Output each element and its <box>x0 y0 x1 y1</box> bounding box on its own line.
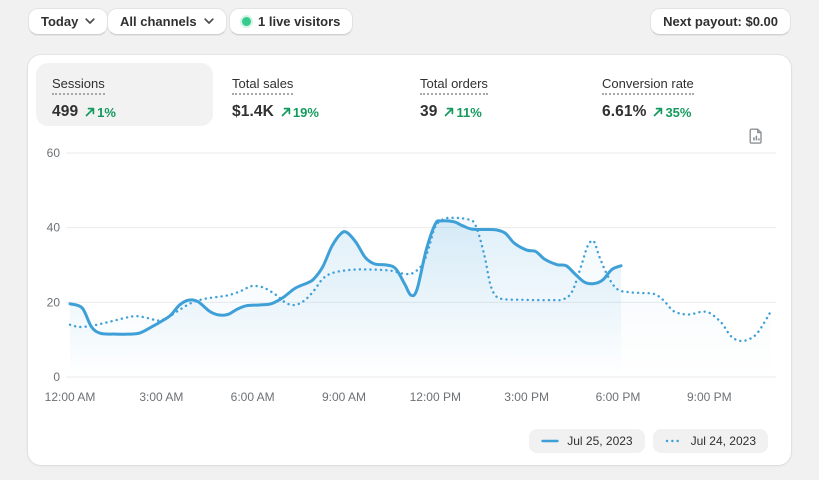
metric-label[interactable]: Total sales <box>232 76 294 95</box>
increase-arrow-icon <box>445 107 454 117</box>
chart-legend: Jul 25, 2023 Jul 24, 2023 <box>529 429 768 453</box>
top-bar: Today All channels 1 live visitors Next … <box>0 0 819 48</box>
dotted-line-sample-icon <box>665 439 683 443</box>
legend-label: Jul 24, 2023 <box>690 434 756 448</box>
x-axis-label: 12:00 AM <box>45 390 96 404</box>
x-axis-label: 3:00 PM <box>504 390 549 404</box>
next-payout-button[interactable]: Next payout: $0.00 <box>650 8 791 35</box>
metric-value: $1.4K <box>232 103 274 120</box>
chevron-down-icon <box>203 18 214 24</box>
metric-value: 499 <box>52 103 79 120</box>
x-axis-label: 6:00 PM <box>596 390 641 404</box>
tab-sessions[interactable]: Sessions 499 1% <box>36 63 213 126</box>
x-axis-label: 9:00 AM <box>322 390 366 404</box>
date-range-label: Today <box>41 14 79 29</box>
live-visitors-label: 1 live visitors <box>258 14 341 29</box>
metric-value: 6.61% <box>602 103 647 120</box>
increase-arrow-icon <box>85 107 95 117</box>
series-area-2 <box>70 217 771 377</box>
metric-delta-value: 11% <box>456 104 482 120</box>
analytics-card: Sessions 499 1% Total sales $1.4K <box>28 55 791 465</box>
chevron-down-icon <box>85 18 95 24</box>
metric-delta: 1% <box>85 105 116 120</box>
live-visitors-dot-icon <box>242 17 251 26</box>
date-range-button[interactable]: Today <box>28 8 109 35</box>
x-axis-label: 3:00 AM <box>139 390 183 404</box>
increase-arrow-icon <box>281 107 291 117</box>
series-line-solid <box>68 219 623 336</box>
x-axis-label: 12:00 PM <box>410 390 461 404</box>
metric-delta: 19% <box>281 105 319 120</box>
sessions-chart: 0 20 40 60 12:00 AM 3:00 AM 6:00 AM 9:00 AM 12:0… <box>36 143 783 413</box>
y-axis-label: 20 <box>47 295 61 309</box>
channels-filter-label: All channels <box>120 14 197 29</box>
tab-conversion-rate[interactable]: Conversion rate 6.61% 35% <box>602 63 694 133</box>
metric-value: 39 <box>420 103 438 120</box>
legend-jul-24-2023[interactable]: Jul 24, 2023 <box>652 429 768 453</box>
y-axis-label: 60 <box>47 146 61 160</box>
y-axis-label: 0 <box>53 370 60 384</box>
increase-arrow-icon <box>654 107 663 117</box>
metric-label[interactable]: Conversion rate <box>602 76 694 95</box>
report-file-icon[interactable] <box>747 127 765 145</box>
metric-delta-value: 35% <box>665 104 692 120</box>
x-axis-label: 6:00 AM <box>231 390 275 404</box>
metric-delta-value: 19% <box>292 104 319 120</box>
metric-delta: 35% <box>653 105 691 120</box>
next-payout-label: Next payout: $0.00 <box>663 14 778 29</box>
legend-jul-25-2023[interactable]: Jul 25, 2023 <box>529 429 645 453</box>
legend-label: Jul 25, 2023 <box>567 434 633 448</box>
y-axis-label: 40 <box>47 221 61 235</box>
x-axis-label: 9:00 PM <box>687 390 732 404</box>
tab-total-orders[interactable]: Total orders 39 11% <box>420 63 488 133</box>
metric-delta: 11% <box>444 104 482 120</box>
metric-delta-value: 1% <box>97 104 116 120</box>
channels-filter-button[interactable]: All channels <box>107 8 227 35</box>
live-visitors-badge[interactable]: 1 live visitors <box>229 8 354 35</box>
metric-label[interactable]: Total orders <box>420 76 488 95</box>
tab-total-sales[interactable]: Total sales $1.4K 19% <box>232 63 319 133</box>
series-line-dotted <box>68 216 772 343</box>
metric-label[interactable]: Sessions <box>52 76 105 95</box>
solid-line-sample-icon <box>541 439 559 443</box>
